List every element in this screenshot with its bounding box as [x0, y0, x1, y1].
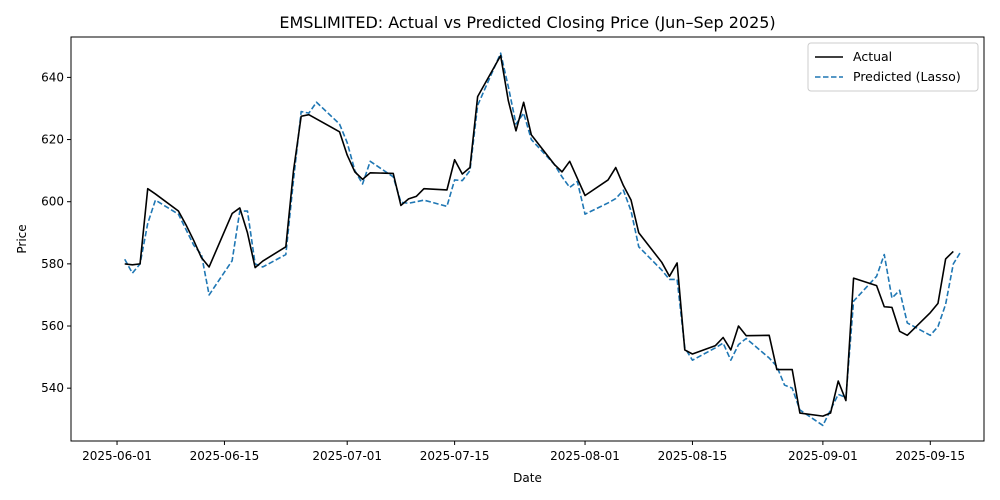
x-tick-label: 2025-06-01: [82, 449, 152, 463]
y-axis-label: Price: [15, 224, 29, 253]
y-tick-label: 580: [41, 257, 64, 271]
y-tick-label: 620: [41, 133, 64, 147]
chart-title: EMSLIMITED: Actual vs Predicted Closing …: [279, 13, 775, 32]
y-tick-label: 540: [41, 381, 64, 395]
x-axis: 2025-06-01 2025-06-15 2025-07-01 2025-07-15…: [82, 441, 965, 463]
legend-box: [807, 42, 979, 92]
x-tick-label: 2025-08-15: [658, 449, 728, 463]
plot-frame: [70, 36, 985, 442]
x-tick-label: 2025-07-01: [312, 449, 382, 463]
x-tick-label: 2025-08-01: [550, 449, 620, 463]
x-tick-label: 2025-09-01: [788, 449, 858, 463]
x-tick-label: 2025-09-15: [895, 449, 965, 463]
y-tick-label: 600: [41, 195, 64, 209]
y-tick-label: 560: [41, 319, 64, 333]
series-line-actual: [124, 54, 954, 417]
x-tick-label: 2025-06-15: [190, 449, 260, 463]
legend: Actual Predicted (Lasso): [807, 42, 979, 92]
y-tick-label: 640: [41, 70, 64, 84]
y-axis: 540 560 580 600 620 640: [41, 70, 71, 395]
x-axis-label: Date: [513, 471, 542, 485]
plot-lines: [124, 52, 962, 427]
x-tick-label: 2025-07-15: [420, 449, 490, 463]
legend-label-predicted: Predicted (Lasso): [853, 69, 961, 84]
legend-label-actual: Actual: [853, 49, 892, 64]
